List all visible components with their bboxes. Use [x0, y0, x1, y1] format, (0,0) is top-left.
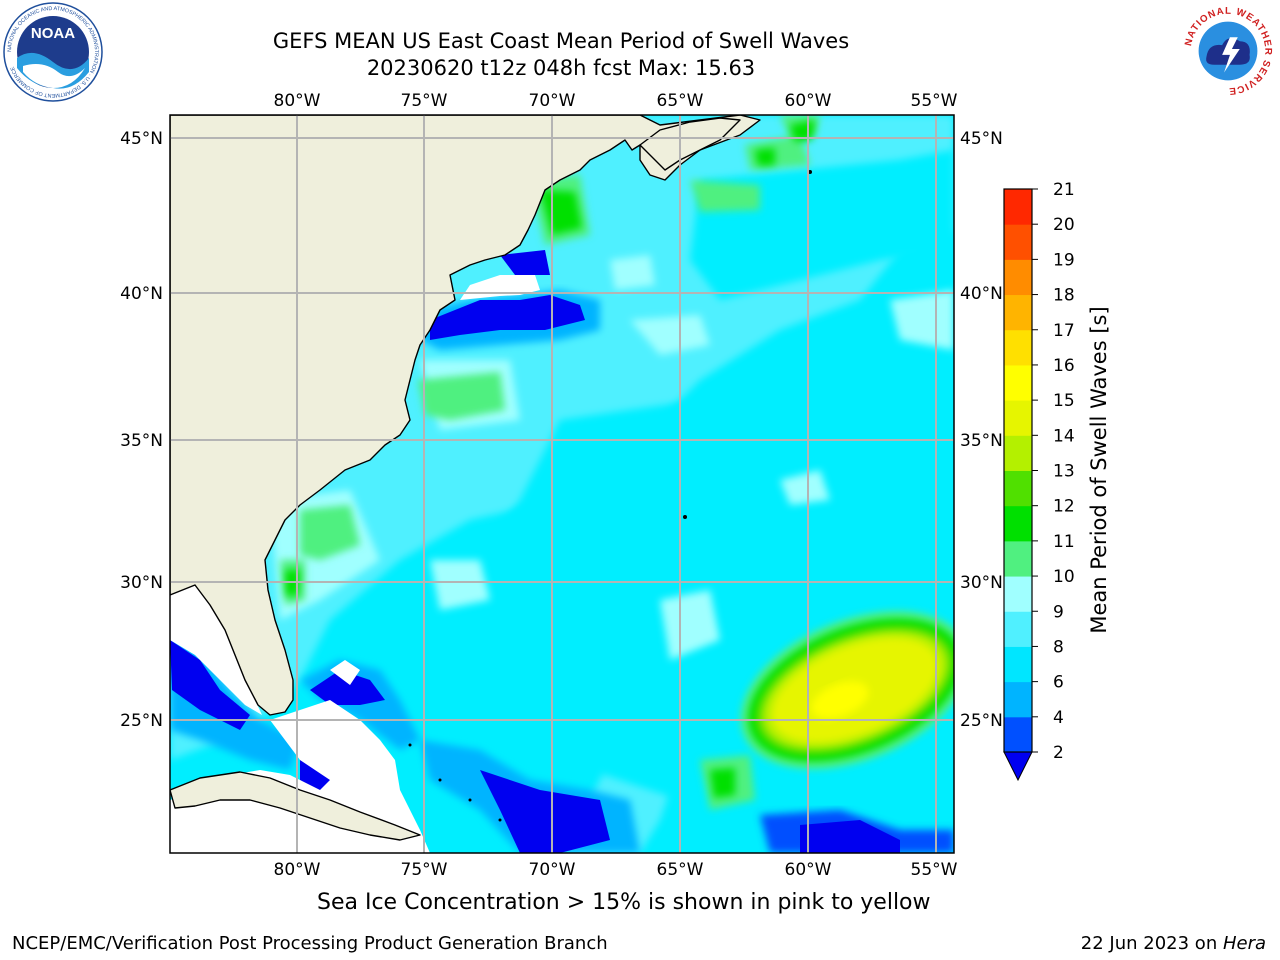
islands	[408, 170, 812, 822]
colorbar-bin	[1004, 681, 1032, 718]
colorbar-tick-label: 16	[1053, 356, 1075, 376]
bottom-lon-label: 55°W	[911, 860, 958, 880]
nws-logo: NATIONAL WEATHER SERVICE	[1180, 3, 1276, 99]
north-america-land	[170, 115, 761, 716]
bottom-lon-labels: 80°W 75°W 70°W 65°W 60°W 55°W	[274, 860, 958, 880]
colorbar-bin	[1004, 400, 1032, 436]
colorbar-tick-label: 10	[1053, 567, 1075, 587]
noaa-logo: NOAA NATIONAL OCEANIC AND ATMOSPHERIC AD…	[3, 2, 103, 102]
bottom-lon-label: 70°W	[529, 860, 576, 880]
colorbar-bin	[1004, 646, 1032, 683]
colorbar-bin	[1004, 470, 1032, 507]
footer-host: Hera	[1222, 933, 1266, 954]
bottom-lon-label: 60°W	[785, 860, 832, 880]
colorbar-tick-label: 18	[1053, 286, 1075, 306]
bottom-lon-label: 80°W	[274, 860, 321, 880]
footer-date: 22 Jun 2023 on Hera	[1081, 933, 1266, 954]
colorbar-label: Mean Period of Swell Waves [s]	[1087, 306, 1111, 633]
left-lat-label: 35°N	[120, 431, 163, 451]
chart-subtitle-date: 20230620 t12z 048h fcst Max: 15.63	[366, 56, 756, 80]
right-lat-label: 25°N	[960, 711, 1003, 731]
bottom-lon-label: 75°W	[401, 860, 448, 880]
colorbar-tick-label: 17	[1053, 321, 1075, 341]
colorbar-tick-label: 12	[1053, 497, 1075, 517]
colorbar-tick-label: 9	[1053, 602, 1064, 622]
top-lon-label: 75°W	[401, 91, 448, 111]
colorbar-bin	[1004, 576, 1032, 612]
footer-date-text: 22 Jun 2023 on	[1080, 933, 1223, 954]
top-lon-labels: 80°W 75°W 70°W 65°W 60°W 55°W	[274, 91, 958, 111]
map-plot-area	[170, 115, 954, 853]
bottom-lon-label: 65°W	[657, 860, 704, 880]
left-lat-label: 45°N	[120, 129, 163, 149]
colorbar-tick-label: 2	[1053, 743, 1064, 763]
right-lat-labels: 45°N 40°N 35°N 30°N 25°N	[960, 129, 1003, 731]
colorbar-bin	[1004, 294, 1032, 331]
top-lon-label: 65°W	[657, 91, 704, 111]
colorbar-bin	[1004, 611, 1032, 647]
right-lat-label: 30°N	[960, 573, 1003, 593]
right-lat-label: 35°N	[960, 431, 1003, 451]
colorbar-bin	[1004, 540, 1032, 577]
colorbar-tick-label: 11	[1053, 532, 1075, 552]
colorbar-bin	[1004, 435, 1032, 471]
noaa-logo-text: NOAA	[31, 25, 75, 42]
left-lat-label: 30°N	[120, 573, 163, 593]
top-lon-label: 55°W	[911, 91, 958, 111]
colorbar-under-arrow	[1003, 751, 1033, 782]
footer-credit: NCEP/EMC/Verification Post Processing Pr…	[12, 933, 608, 954]
gridlines	[170, 115, 954, 853]
colorbar-bin	[1004, 716, 1032, 753]
land-masses	[170, 115, 761, 841]
colorbar-bin	[1004, 505, 1032, 542]
colorbar-bin	[1004, 329, 1032, 366]
left-lat-label: 25°N	[120, 711, 163, 731]
colorbar-bin	[1004, 224, 1032, 260]
colorbar-tick-label: 21	[1053, 180, 1075, 200]
top-lon-label: 70°W	[529, 91, 576, 111]
colorbar-tick-label: 4	[1053, 708, 1064, 728]
colorbar-tick-label: 14	[1053, 426, 1075, 446]
colorbar-tick-label: 20	[1053, 215, 1075, 235]
right-lat-label: 45°N	[960, 129, 1003, 149]
top-lon-label: 60°W	[785, 91, 832, 111]
map-frame	[169, 114, 955, 854]
colorbar-bin	[1004, 364, 1032, 401]
cuba-land	[170, 771, 421, 841]
colorbar-bin	[1004, 189, 1032, 225]
right-lat-label: 40°N	[960, 284, 1003, 304]
colorbar-tick-label: 6	[1053, 673, 1064, 693]
colorbar-bin	[1004, 259, 1032, 296]
swell-10-11s-patches	[285, 120, 815, 798]
left-lat-label: 40°N	[120, 284, 163, 304]
colorbar-tick-label: 8	[1053, 637, 1064, 657]
left-lat-labels: 45°N 40°N 35°N 30°N 25°N	[120, 129, 163, 731]
colorbar-tick-label: 13	[1053, 462, 1075, 482]
top-lon-label: 80°W	[274, 91, 321, 111]
sea-ice-note: Sea Ice Concentration > 15% is shown in …	[317, 890, 931, 915]
colorbar-tick-label: 15	[1053, 391, 1075, 411]
colorbar-tick-label: 19	[1053, 250, 1075, 270]
colorbar: 2 4 6 8 9 10 11 12 13 14 15 16 17 18 19 20 21	[1003, 180, 1075, 782]
chart-title: GEFS MEAN US East Coast Mean Period of S…	[272, 29, 850, 53]
